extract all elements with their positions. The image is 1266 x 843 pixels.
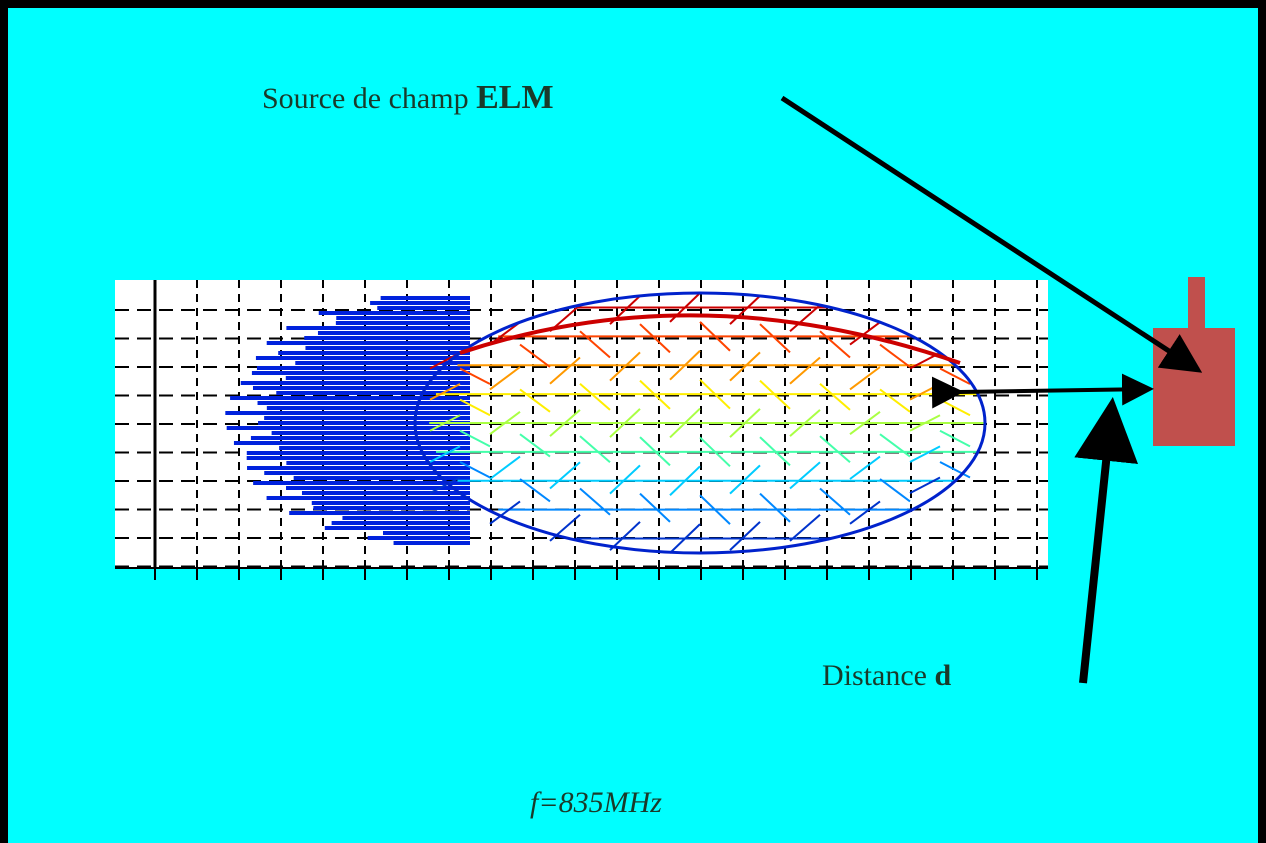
mesh-line bbox=[669, 407, 701, 439]
mesh-line bbox=[669, 465, 701, 496]
mesh-line bbox=[849, 321, 881, 346]
mesh-line bbox=[789, 356, 821, 385]
mesh-line bbox=[819, 435, 851, 464]
mesh-line bbox=[549, 461, 581, 490]
mesh-line bbox=[729, 521, 761, 551]
mesh-line bbox=[639, 379, 671, 410]
mesh-line bbox=[789, 304, 821, 333]
mesh-line bbox=[759, 436, 791, 467]
mesh-line bbox=[879, 433, 911, 458]
mesh-line bbox=[519, 343, 551, 368]
mesh-line bbox=[519, 433, 551, 458]
mesh-line bbox=[579, 435, 611, 464]
mesh-line bbox=[429, 476, 461, 494]
mesh-line bbox=[669, 350, 701, 381]
head-mesh bbox=[225, 291, 987, 555]
mesh-line bbox=[699, 378, 731, 410]
mesh-line bbox=[489, 410, 521, 436]
mesh-line bbox=[729, 408, 761, 438]
mesh-line bbox=[549, 356, 581, 385]
mesh-line bbox=[699, 321, 731, 352]
mesh-line bbox=[729, 351, 761, 382]
mesh-line bbox=[879, 343, 911, 368]
mesh-line bbox=[429, 383, 461, 401]
mesh-line bbox=[729, 464, 761, 495]
mesh-line bbox=[639, 323, 671, 354]
mesh-line bbox=[909, 445, 941, 463]
mesh-line bbox=[459, 461, 491, 479]
mesh-line bbox=[579, 487, 611, 516]
mesh-line bbox=[519, 388, 551, 413]
mesh-line bbox=[789, 513, 821, 542]
mesh-line bbox=[789, 409, 821, 437]
source-arrow bbox=[780, 95, 1203, 373]
mesh-line bbox=[549, 409, 581, 437]
mesh-line bbox=[639, 492, 671, 523]
mesh-line bbox=[939, 461, 971, 479]
antenna bbox=[1188, 277, 1205, 332]
mesh-line bbox=[579, 382, 611, 411]
mesh-line bbox=[849, 410, 881, 436]
distance-arrow bbox=[931, 373, 1154, 409]
mesh-line bbox=[909, 476, 941, 494]
distance-pointer bbox=[1074, 397, 1139, 684]
mesh-line bbox=[549, 513, 581, 542]
mesh-line bbox=[459, 367, 491, 385]
mesh-line bbox=[459, 429, 491, 448]
mesh-line bbox=[429, 445, 461, 463]
source-label: Source de champ ELM bbox=[262, 79, 554, 116]
mesh-line bbox=[849, 500, 881, 525]
mesh-line bbox=[939, 429, 971, 448]
mesh-line bbox=[489, 455, 521, 480]
mesh-line bbox=[819, 330, 851, 359]
mesh-line bbox=[609, 408, 641, 438]
mesh-line bbox=[639, 436, 671, 467]
mesh-line bbox=[849, 455, 881, 480]
mesh-line bbox=[879, 478, 911, 503]
mesh-line bbox=[609, 351, 641, 382]
mesh-line bbox=[909, 414, 941, 432]
mesh-line bbox=[759, 379, 791, 410]
mesh-line bbox=[519, 478, 551, 503]
frequency-label: f=835MHz bbox=[530, 786, 662, 819]
mesh-line bbox=[759, 323, 791, 354]
mesh-line bbox=[489, 500, 521, 525]
mesh-line bbox=[699, 436, 731, 468]
head-top bbox=[459, 313, 961, 365]
mesh-line bbox=[699, 494, 731, 525]
distance-label: Distance d bbox=[822, 659, 951, 692]
head-outline bbox=[413, 291, 987, 555]
mesh-line bbox=[429, 414, 461, 432]
mesh-line bbox=[669, 523, 701, 554]
mesh-line bbox=[489, 366, 521, 391]
mesh-line bbox=[459, 398, 491, 417]
mesh-line bbox=[819, 382, 851, 411]
mesh-line bbox=[879, 388, 911, 413]
mesh-line bbox=[789, 461, 821, 490]
mesh-line bbox=[609, 521, 641, 551]
mesh-line bbox=[819, 487, 851, 516]
mesh-line bbox=[849, 366, 881, 391]
mesh-line bbox=[759, 492, 791, 523]
mesh-line bbox=[609, 464, 641, 495]
mesh-line bbox=[579, 330, 611, 359]
mesh-line bbox=[729, 295, 761, 325]
